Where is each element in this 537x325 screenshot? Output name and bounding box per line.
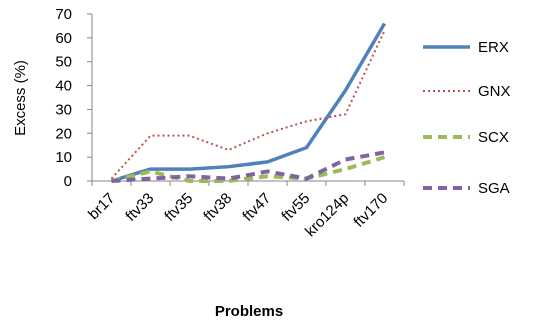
x-axis-title: Problems <box>215 303 283 320</box>
x-tick-label: ftv55 <box>278 190 313 225</box>
x-tick-label: ftv35 <box>161 190 196 225</box>
legend: ERX GNX SCX SGA <box>423 39 511 197</box>
axes <box>91 14 404 182</box>
x-tick-label: kro124p <box>302 190 352 240</box>
y-tick-label: 40 <box>55 78 72 95</box>
y-tick-label: 20 <box>55 125 72 142</box>
series-line-erx <box>110 22 387 183</box>
series-layer <box>110 22 387 183</box>
legend-label-scx: SCX <box>478 129 509 146</box>
y-tick-label: 10 <box>55 149 72 166</box>
y-tick-label: 50 <box>55 54 72 71</box>
series-line-gnx <box>110 30 386 180</box>
x-axis-ticks: br17 ftv33 ftv35 ftv38 ftv47 ftv55kro124pftv1… <box>85 181 405 240</box>
y-tick-label: 60 <box>55 30 72 47</box>
y-tick-label: 70 <box>55 6 72 23</box>
legend-label-gnx: GNX <box>478 83 511 100</box>
legend-label-erx: ERX <box>478 39 509 56</box>
y-axis-ticks: 0 10 20 30 40 50 60 70 <box>55 6 92 190</box>
y-axis-title: Excess (%) <box>12 60 29 136</box>
x-tick-label: ftv38 <box>200 190 235 225</box>
y-tick-label: 0 <box>64 173 72 190</box>
x-tick-label: br17 <box>85 190 118 223</box>
x-tick-label: ftv170 <box>350 190 391 231</box>
y-tick-label: 30 <box>55 101 72 118</box>
legend-label-sga: SGA <box>478 180 510 197</box>
x-tick-label: ftv33 <box>122 190 157 225</box>
series-line-scx <box>111 155 386 183</box>
series-line-sga <box>111 150 385 183</box>
x-tick-label: ftv47 <box>239 190 274 225</box>
